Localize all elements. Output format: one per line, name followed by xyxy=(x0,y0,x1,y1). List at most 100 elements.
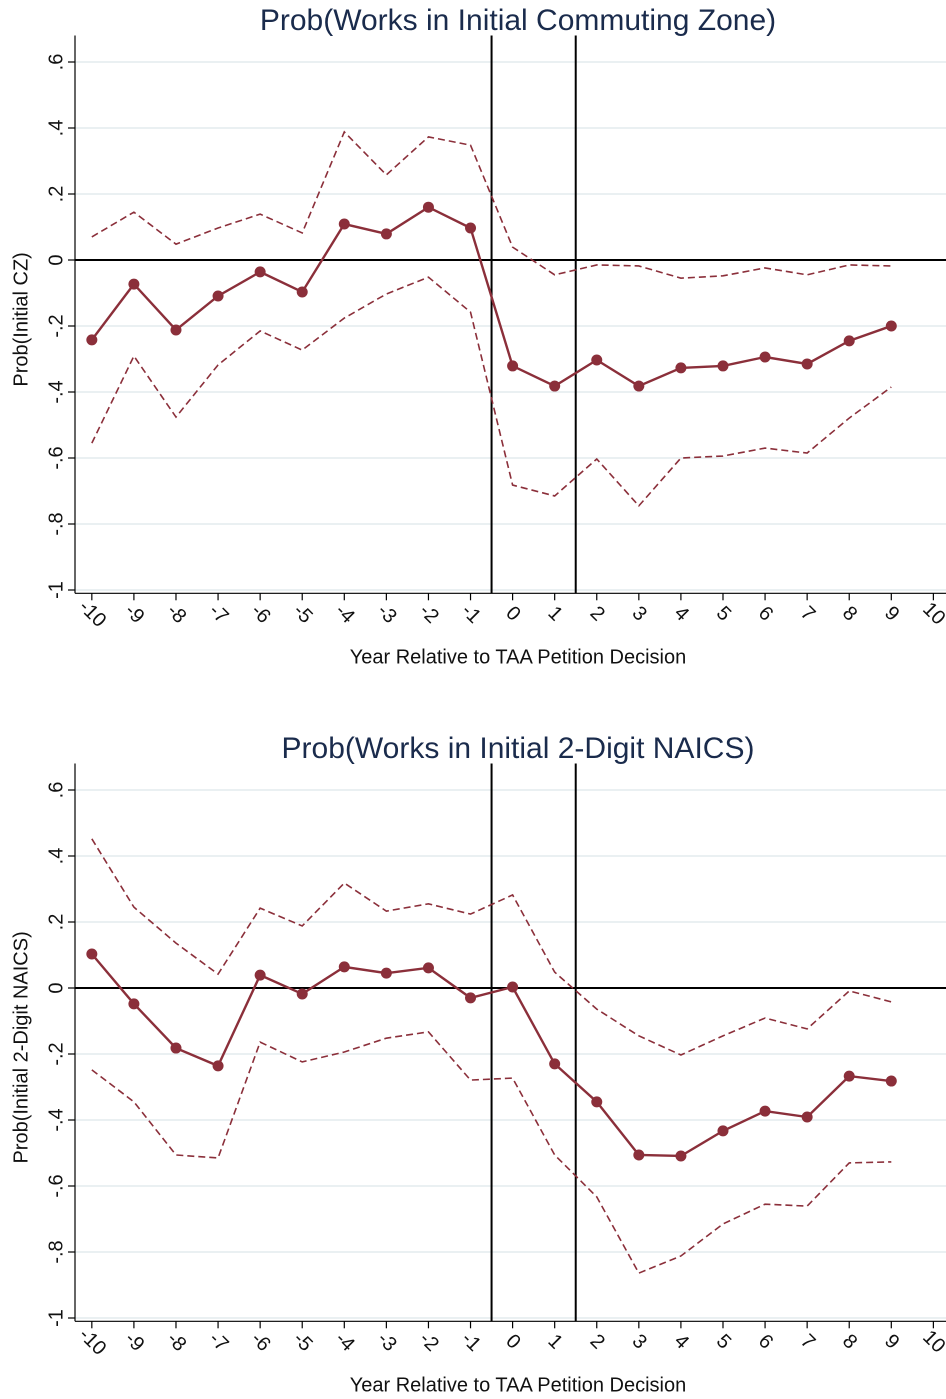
point xyxy=(338,218,350,230)
point xyxy=(759,351,771,363)
point xyxy=(591,354,603,366)
point xyxy=(86,334,98,346)
x-tick-label: 9 xyxy=(880,602,903,625)
point xyxy=(507,981,519,993)
x-tick-label: -3 xyxy=(373,1328,401,1356)
x-tick-label: 1 xyxy=(543,1330,566,1353)
x-tick-label: 10 xyxy=(918,1326,946,1357)
y-tick-label: -.2 xyxy=(45,314,67,337)
x-tick-label: -7 xyxy=(205,1328,233,1356)
point xyxy=(675,1150,687,1162)
x-tick-label: 3 xyxy=(628,1330,651,1353)
point xyxy=(170,324,182,336)
x-tick-label: 7 xyxy=(796,1330,819,1353)
x-tick-label: 3 xyxy=(628,602,651,625)
y-tick-label: -.2 xyxy=(45,1042,67,1065)
point xyxy=(507,360,519,372)
x-tick-label: 1 xyxy=(543,602,566,625)
point xyxy=(254,969,266,981)
x-tick-label: -6 xyxy=(247,1328,275,1356)
chart-title: Prob(Works in Initial 2-Digit NAICS) xyxy=(282,732,755,765)
y-tick-label: .2 xyxy=(45,914,67,931)
point xyxy=(296,286,308,298)
confidence-band xyxy=(91,276,892,508)
point xyxy=(843,1070,855,1082)
point xyxy=(717,1125,729,1137)
point xyxy=(254,266,266,278)
x-tick-label: 5 xyxy=(712,1330,735,1353)
x-tick-label: 9 xyxy=(880,1330,903,1353)
point xyxy=(465,992,477,1004)
x-tick-label: 8 xyxy=(838,602,861,625)
x-tick-label: -1 xyxy=(457,1328,485,1356)
point xyxy=(380,228,392,240)
y-tick-label: .6 xyxy=(45,782,67,799)
y-tick-label: .2 xyxy=(45,186,67,203)
y-tick-label: -1 xyxy=(45,1309,67,1327)
y-tick-label: .4 xyxy=(45,848,67,865)
confidence-band xyxy=(91,130,892,279)
y-tick-label: -.4 xyxy=(45,380,67,403)
point xyxy=(422,201,434,213)
x-tick-label: -4 xyxy=(331,600,359,628)
estimate-line xyxy=(90,953,892,1158)
x-axis-title: Year Relative to TAA Petition Decision xyxy=(350,1375,686,1397)
y-tick-label: -1 xyxy=(45,581,67,599)
point xyxy=(633,380,645,392)
x-tick-label: -4 xyxy=(331,1328,359,1356)
point xyxy=(338,961,350,973)
y-tick-label: .6 xyxy=(45,54,67,71)
point xyxy=(212,290,224,302)
x-tick-label: 0 xyxy=(501,1330,524,1353)
point xyxy=(801,358,813,370)
point xyxy=(380,967,392,979)
x-tick-label: 5 xyxy=(712,602,735,625)
x-tick-label: -2 xyxy=(415,1328,443,1356)
y-tick-label: 0 xyxy=(45,254,67,265)
x-tick-label: -9 xyxy=(120,1328,148,1356)
point xyxy=(422,962,434,974)
y-tick-label: -.6 xyxy=(45,446,67,469)
x-tick-label: 8 xyxy=(838,1330,861,1353)
point xyxy=(843,335,855,347)
point xyxy=(759,1105,771,1117)
x-tick-label: -9 xyxy=(120,600,148,628)
point xyxy=(212,1060,224,1072)
confidence-band xyxy=(91,838,892,1056)
point xyxy=(549,380,561,392)
x-tick-label: -8 xyxy=(162,1328,190,1356)
point xyxy=(633,1149,645,1161)
x-tick-label: 7 xyxy=(796,602,819,625)
confidence-band xyxy=(91,1031,892,1275)
x-tick-label: -10 xyxy=(74,1324,110,1360)
y-axis-title: Prob(Initial CZ) xyxy=(10,252,32,386)
point xyxy=(296,988,308,1000)
chart-title: Prob(Works in Initial Commuting Zone) xyxy=(260,4,776,37)
point xyxy=(128,278,140,290)
point xyxy=(128,998,140,1010)
point xyxy=(465,222,477,234)
y-tick-label: -.6 xyxy=(45,1174,67,1197)
point xyxy=(170,1042,182,1054)
y-tick-label: -.8 xyxy=(45,1240,67,1263)
estimate-line xyxy=(90,205,892,388)
x-axis-title: Year Relative to TAA Petition Decision xyxy=(350,647,686,669)
x-tick-label: 6 xyxy=(754,1330,777,1353)
point xyxy=(591,1096,603,1108)
point xyxy=(86,948,98,960)
y-tick-label: -.4 xyxy=(45,1108,67,1131)
point xyxy=(549,1058,561,1070)
y-tick-label: .4 xyxy=(45,120,67,137)
x-tick-label: -7 xyxy=(205,600,233,628)
point xyxy=(885,320,897,332)
y-tick-label: 0 xyxy=(45,982,67,993)
point xyxy=(885,1075,897,1087)
y-tick-label: -.8 xyxy=(45,512,67,535)
x-tick-label: 6 xyxy=(754,602,777,625)
point xyxy=(801,1111,813,1123)
x-tick-label: -3 xyxy=(373,600,401,628)
x-tick-label: -8 xyxy=(162,600,190,628)
x-tick-label: -5 xyxy=(289,1328,317,1356)
y-axis-title: Prob(Initial 2-Digit NAICS) xyxy=(10,931,32,1163)
x-tick-label: -2 xyxy=(415,600,443,628)
